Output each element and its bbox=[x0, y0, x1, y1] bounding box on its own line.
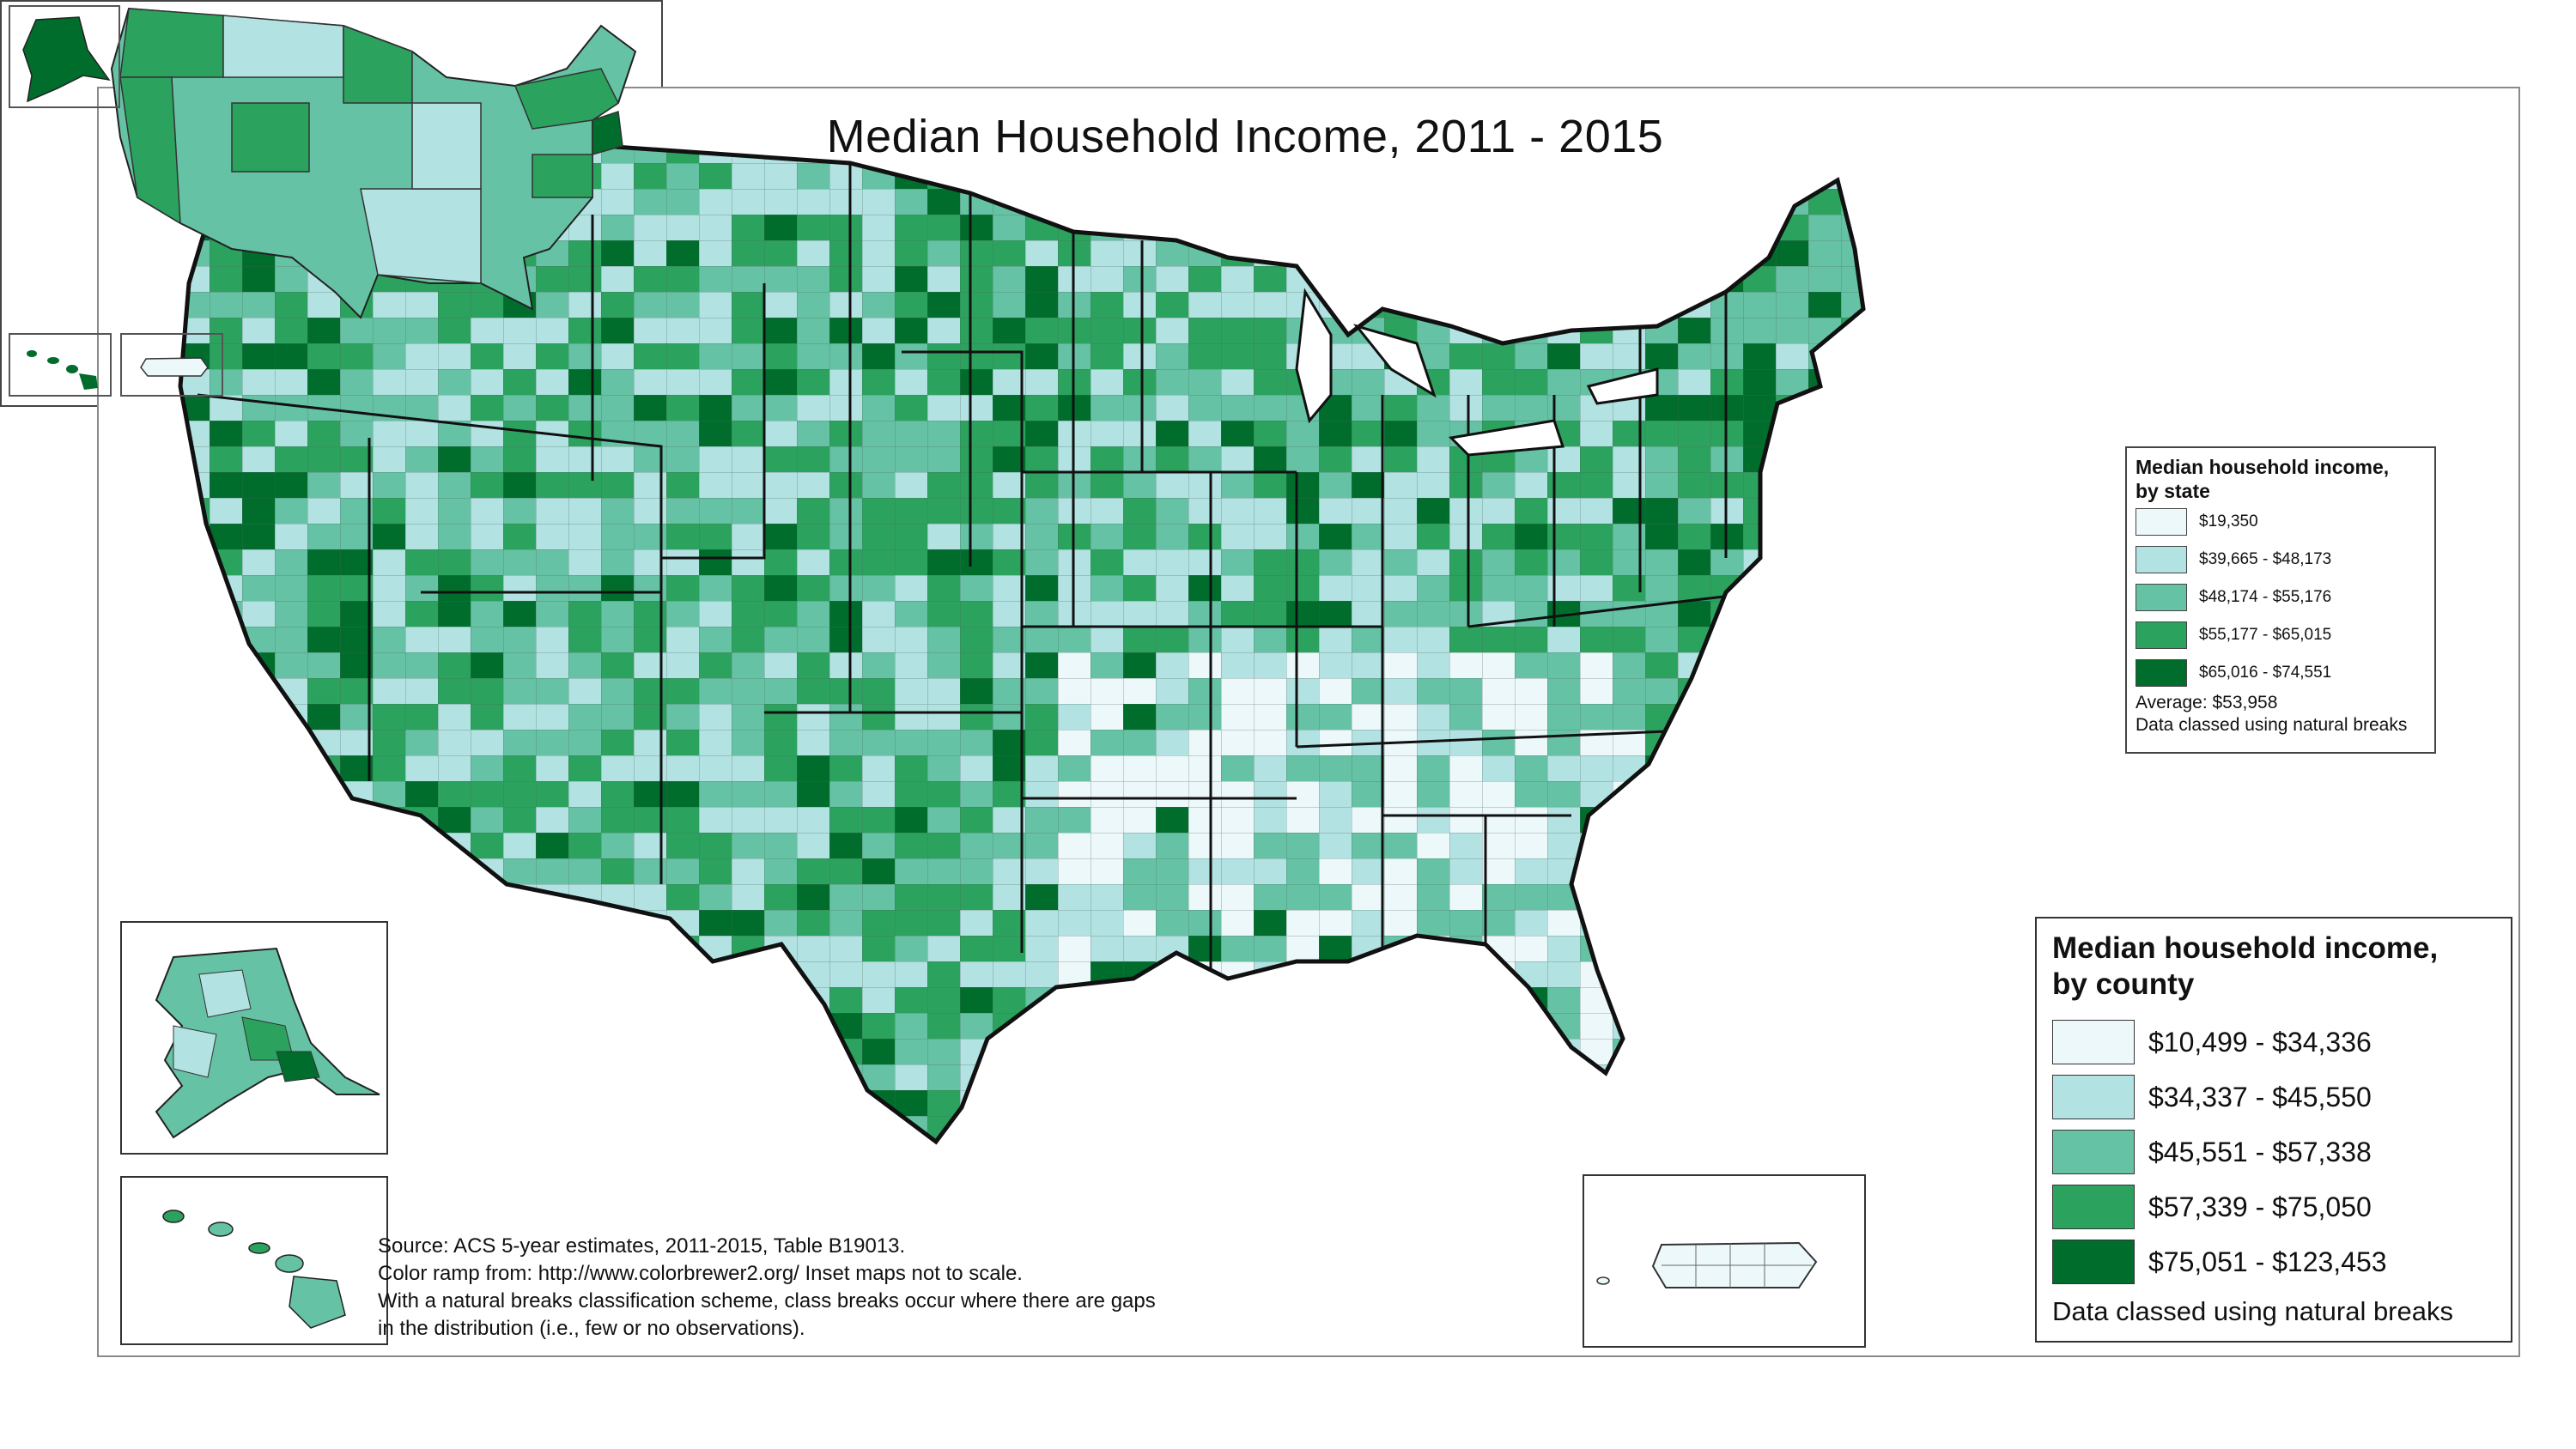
state-legend-swatch bbox=[2136, 546, 2187, 573]
county-legend-title-line1: Median household income, bbox=[2052, 931, 2439, 965]
state-legend-swatch bbox=[2136, 659, 2187, 687]
source-line-3: With a natural breaks classification sch… bbox=[378, 1289, 1156, 1313]
county-legend-row: $45,551 - $57,338 bbox=[2052, 1125, 2495, 1179]
state-legend-row: $19,350 bbox=[2136, 503, 2426, 541]
state-alaska-inset bbox=[9, 5, 120, 108]
county-legend-label: $75,051 - $123,453 bbox=[2148, 1246, 2387, 1277]
state-puerto-rico-inset bbox=[120, 333, 223, 397]
state-legend: Median household income, by state $19,35… bbox=[2125, 446, 2436, 754]
alaska-inset-map bbox=[120, 921, 388, 1155]
state-legend-title-line2: by state bbox=[2136, 480, 2210, 502]
state-legend-row: $65,016 - $74,551 bbox=[2136, 654, 2426, 692]
source-line-4: in the distribution (i.e., few or no obs… bbox=[378, 1317, 805, 1340]
state-legend-label: $19,350 bbox=[2199, 512, 2258, 530]
county-legend-label: $45,551 - $57,338 bbox=[2148, 1136, 2372, 1167]
county-legend-label: $57,339 - $75,050 bbox=[2148, 1191, 2372, 1222]
source-notes: Source: ACS 5-year estimates, 2011-2015,… bbox=[378, 1233, 1391, 1343]
source-line-1: Source: ACS 5-year estimates, 2011-2015,… bbox=[378, 1234, 906, 1258]
state-legend-swatch bbox=[2136, 508, 2187, 536]
county-legend-row: $10,499 - $34,336 bbox=[2052, 1015, 2495, 1070]
state-hawaii-inset bbox=[9, 333, 112, 397]
puerto-rico-inset-map bbox=[1583, 1174, 1866, 1348]
state-level-inset-map bbox=[0, 0, 663, 407]
county-legend: Median household income, by county $10,4… bbox=[2035, 917, 2512, 1343]
state-legend-label: $48,174 - $55,176 bbox=[2199, 588, 2332, 606]
hawaii-inset-map bbox=[120, 1176, 388, 1345]
state-legend-note: Data classed using natural breaks bbox=[2136, 715, 2408, 735]
state-borders bbox=[197, 163, 1761, 970]
state-legend-title-line1: Median household income, bbox=[2136, 456, 2390, 478]
state-legend-row: $39,665 - $48,173 bbox=[2136, 541, 2426, 579]
state-legend-swatch bbox=[2136, 621, 2187, 649]
county-legend-swatch bbox=[2052, 1130, 2135, 1174]
county-legend-swatch bbox=[2052, 1185, 2135, 1229]
county-legend-label: $34,337 - $45,550 bbox=[2148, 1081, 2372, 1113]
county-legend-swatch bbox=[2052, 1075, 2135, 1119]
state-legend-label: $55,177 - $65,015 bbox=[2199, 626, 2332, 644]
county-legend-row: $75,051 - $123,453 bbox=[2052, 1234, 2495, 1289]
map-title: Median Household Income, 2011 - 2015 bbox=[826, 111, 1664, 162]
county-legend-label: $10,499 - $34,336 bbox=[2148, 1026, 2372, 1058]
state-legend-label: $65,016 - $74,551 bbox=[2199, 664, 2332, 682]
county-legend-swatch bbox=[2052, 1020, 2135, 1064]
state-legend-row: $55,177 - $65,015 bbox=[2136, 616, 2426, 654]
county-legend-swatch bbox=[2052, 1240, 2135, 1284]
state-legend-swatch bbox=[2136, 584, 2187, 611]
state-legend-average: Average: $53,958 bbox=[2136, 693, 2278, 712]
state-legend-row: $48,174 - $55,176 bbox=[2136, 579, 2426, 616]
county-legend-row: $57,339 - $75,050 bbox=[2052, 1179, 2495, 1234]
county-legend-title-line2: by county bbox=[2052, 967, 2195, 1001]
source-line-2: Color ramp from: http://www.colorbrewer2… bbox=[378, 1262, 1023, 1285]
county-legend-note: Data classed using natural breaks bbox=[2052, 1296, 2453, 1326]
state-legend-label: $39,665 - $48,173 bbox=[2199, 550, 2332, 568]
county-legend-row: $34,337 - $45,550 bbox=[2052, 1070, 2495, 1125]
